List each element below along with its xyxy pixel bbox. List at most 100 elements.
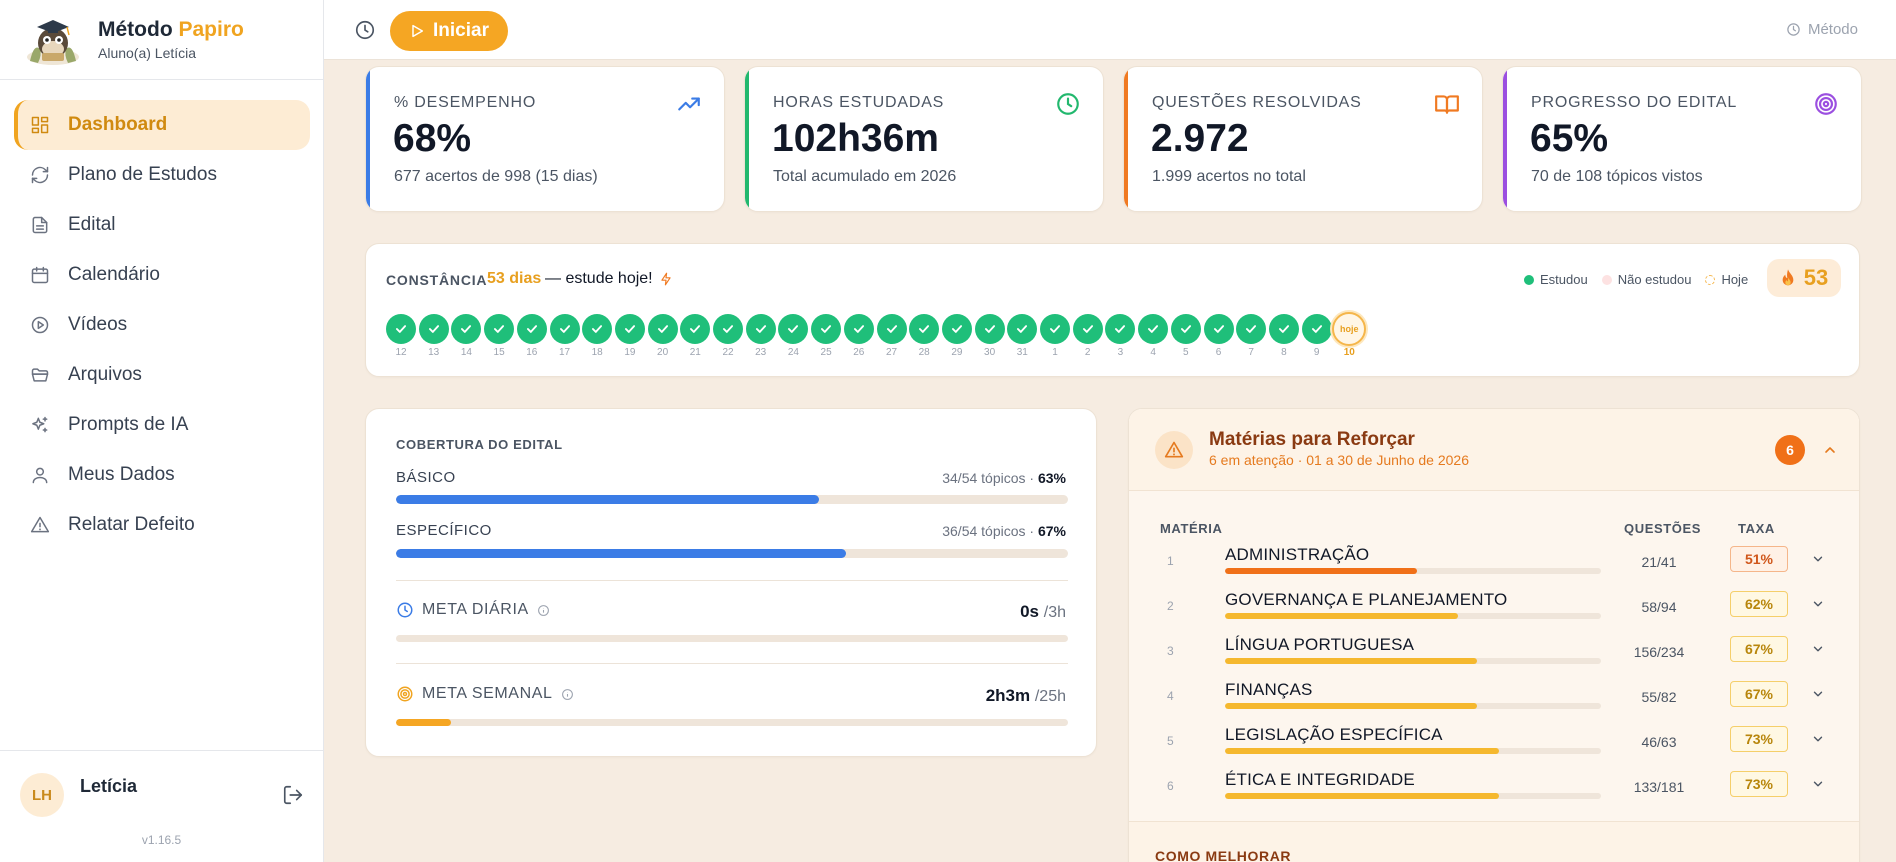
day-cell: 22: [713, 314, 743, 358]
logout-icon[interactable]: [282, 784, 304, 806]
constancia-card: CONSTÂNCIA 53 dias — estude hoje! Estudo…: [365, 243, 1860, 377]
sidebar-item-label: Edital: [68, 214, 116, 235]
constancia-label: CONSTÂNCIA: [386, 272, 488, 288]
stat-label: HORAS ESTUDADAS: [773, 94, 945, 111]
day-number: 27: [885, 347, 898, 358]
subject-questions: 46/63: [1641, 734, 1677, 750]
studied-day-check-icon: [549, 314, 580, 344]
studied-day-check-icon: [843, 314, 874, 344]
subject-name: ADMINISTRAÇÃO: [1225, 545, 1370, 564]
legend-not-studied-label: Não estudou: [1617, 272, 1692, 287]
day-number: 1: [1052, 347, 1058, 358]
sidebar-item-arquivos[interactable]: Arquivos: [14, 350, 310, 400]
info-icon[interactable]: [537, 604, 550, 617]
sidebar-item-edital[interactable]: Edital: [14, 200, 310, 250]
day-number: 31: [1016, 347, 1028, 358]
history-clock-icon[interactable]: [354, 19, 376, 41]
day-number: 2: [1084, 347, 1091, 358]
day-number: 19: [624, 347, 636, 358]
chevron-down-icon[interactable]: [1811, 597, 1825, 611]
day-number: 28: [918, 347, 930, 358]
day-number: 6: [1215, 347, 1222, 358]
subject-rate-fill: [1225, 658, 1477, 664]
row-number: 6: [1167, 779, 1174, 793]
day-cell: 19: [614, 314, 645, 358]
table-row[interactable]: 4 FINANÇAS 55/82 67%: [1129, 676, 1859, 721]
day-cell: 1: [1040, 314, 1070, 358]
stat-label: QUESTÕES RESOLVIDAS: [1152, 94, 1362, 111]
cobertura-basico-label: BÁSICO: [396, 469, 456, 486]
sidebar-item-calendario[interactable]: Calendário: [14, 250, 310, 300]
chevron-down-icon[interactable]: [1811, 732, 1825, 746]
day-number: 30: [984, 347, 996, 358]
target-icon: [397, 686, 413, 702]
day-cell: 14: [451, 314, 482, 358]
sidebar-item-relatar-defeito[interactable]: Relatar Defeito: [14, 500, 310, 550]
day-cell: 8: [1268, 314, 1299, 358]
legend-today-label: Hoje: [1721, 272, 1749, 287]
day-number: 15: [493, 347, 505, 358]
sidebar-item-prompts-de-ia[interactable]: Prompts de IA: [14, 400, 310, 450]
meta-semanal-label: META SEMANAL: [396, 685, 574, 703]
studied-day-check-icon: [418, 314, 449, 344]
subject-rate-badge: 67%: [1730, 636, 1788, 662]
day-cell-today: hoje 10: [1332, 312, 1367, 358]
table-row[interactable]: 6 ÉTICA E INTEGRIDADE 133/181 73%: [1129, 766, 1859, 811]
chevron-down-icon[interactable]: [1811, 552, 1825, 566]
sidebar-nav: Dashboard Plano de Estudos Edital Calend…: [0, 80, 323, 550]
constancia-legend: Estudou Não estudou Hoje: [1524, 272, 1762, 287]
subject-rate-fill: [1225, 703, 1477, 709]
info-icon[interactable]: [561, 688, 574, 701]
table-row[interactable]: 5 LEGISLAÇÃO ESPECÍFICA 46/63 73%: [1129, 721, 1859, 766]
subject-questions: 133/181: [1633, 779, 1685, 795]
column-header-questoes: QUESTÕES: [1624, 521, 1702, 536]
sidebar-item-videos[interactable]: Vídeos: [14, 300, 310, 350]
studied-day-check-icon: [1072, 314, 1103, 344]
day-number: 12: [395, 347, 407, 358]
streak-count: 53: [1803, 265, 1829, 290]
sidebar-item-plano-de-estudos[interactable]: Plano de Estudos: [14, 150, 310, 200]
streak-badge: 53: [1767, 259, 1841, 297]
chevron-up-icon[interactable]: [1822, 442, 1838, 458]
warning-icon: [30, 516, 50, 533]
cobertura-especifico-fill: [396, 549, 847, 558]
papiro-logo: [20, 13, 86, 67]
day-number: 24: [787, 347, 799, 358]
sidebar-item-meus-dados[interactable]: Meus Dados: [14, 450, 310, 500]
day-cell: 17: [549, 314, 580, 358]
subject-rate-track: [1225, 658, 1601, 664]
studied-day-check-icon: [1301, 314, 1332, 344]
day-cell: 27: [876, 314, 907, 358]
constancia-days: 53 dias: [487, 270, 542, 287]
divider: [396, 580, 1068, 581]
day-cell: 15: [484, 314, 515, 358]
sidebar-item-dashboard[interactable]: Dashboard: [14, 100, 310, 150]
avatar[interactable]: LH: [20, 773, 64, 817]
day-number: 9: [1313, 347, 1320, 358]
stat-card-progresso: PROGRESSO DO EDITAL 65% 70 de 108 tópico…: [1502, 66, 1862, 212]
subject-rate-track: [1225, 703, 1601, 709]
chevron-down-icon[interactable]: [1811, 777, 1825, 791]
subject-questions: 55/82: [1641, 689, 1677, 705]
studied-day-check-icon: [680, 314, 711, 344]
reforcar-header[interactable]: Matérias para Reforçar 6 em atenção · 01…: [1129, 409, 1859, 491]
day-number: 21: [689, 347, 701, 358]
table-row[interactable]: 1 ADMINISTRAÇÃO 21/41 51%: [1129, 541, 1859, 586]
table-row[interactable]: 2 GOVERNANÇA E PLANEJAMENTO 58/94 62%: [1129, 586, 1859, 631]
sidebar: Método Papiro Aluno(a) Letícia Dashboard…: [0, 0, 324, 862]
start-button[interactable]: Iniciar: [390, 11, 508, 51]
subject-name: GOVERNANÇA E PLANEJAMENTO: [1225, 590, 1508, 609]
day-cell: 6: [1203, 314, 1234, 358]
day-number: 5: [1183, 347, 1189, 358]
document-icon: [32, 216, 48, 234]
table-row[interactable]: 3 LÍNGUA PORTUGUESA 156/234 67%: [1129, 631, 1859, 676]
subject-rate-track: [1225, 793, 1601, 799]
studied-day-check-icon: [614, 314, 645, 344]
chevron-down-icon[interactable]: [1811, 687, 1825, 701]
subject-questions: 21/41: [1641, 554, 1677, 570]
chevron-down-icon[interactable]: [1811, 642, 1825, 656]
sidebar-item-label: Prompts de IA: [68, 414, 189, 435]
column-header-taxa: TAXA: [1738, 521, 1775, 536]
metodo-link[interactable]: Método: [1786, 21, 1858, 38]
subject-rate-fill: [1225, 793, 1500, 799]
